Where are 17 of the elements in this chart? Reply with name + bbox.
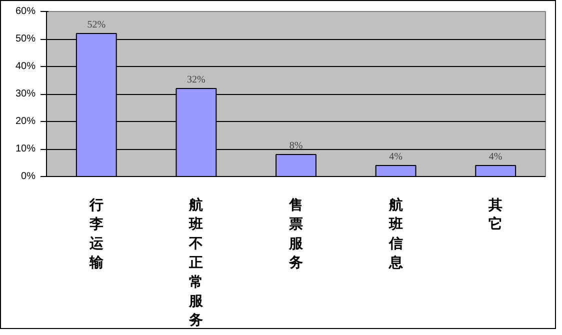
x-tick-label: 航班不正常服务 — [188, 196, 204, 328]
y-tick-label: 30% — [15, 88, 36, 100]
y-tick-label: 50% — [15, 34, 36, 44]
data-label: 4% — [488, 152, 502, 162]
y-tick-label: 10% — [15, 144, 36, 154]
x-tick-label: 其它 — [488, 196, 503, 232]
y-tick-label: 60% — [15, 6, 36, 17]
y-tick-label: 0% — [21, 171, 36, 182]
data-label: 32% — [187, 74, 206, 86]
x-tick-label: 航班信息 — [388, 196, 404, 270]
x-tick-label: 行李运输 — [88, 196, 104, 270]
data-label: 52% — [87, 20, 106, 30]
data-label: 4% — [389, 152, 402, 162]
x-tick-label: 售票服务 — [288, 196, 304, 270]
y-tick-label: 20% — [15, 116, 36, 127]
data-label: 8% — [289, 140, 303, 152]
y-tick-label: 40% — [15, 61, 36, 72]
